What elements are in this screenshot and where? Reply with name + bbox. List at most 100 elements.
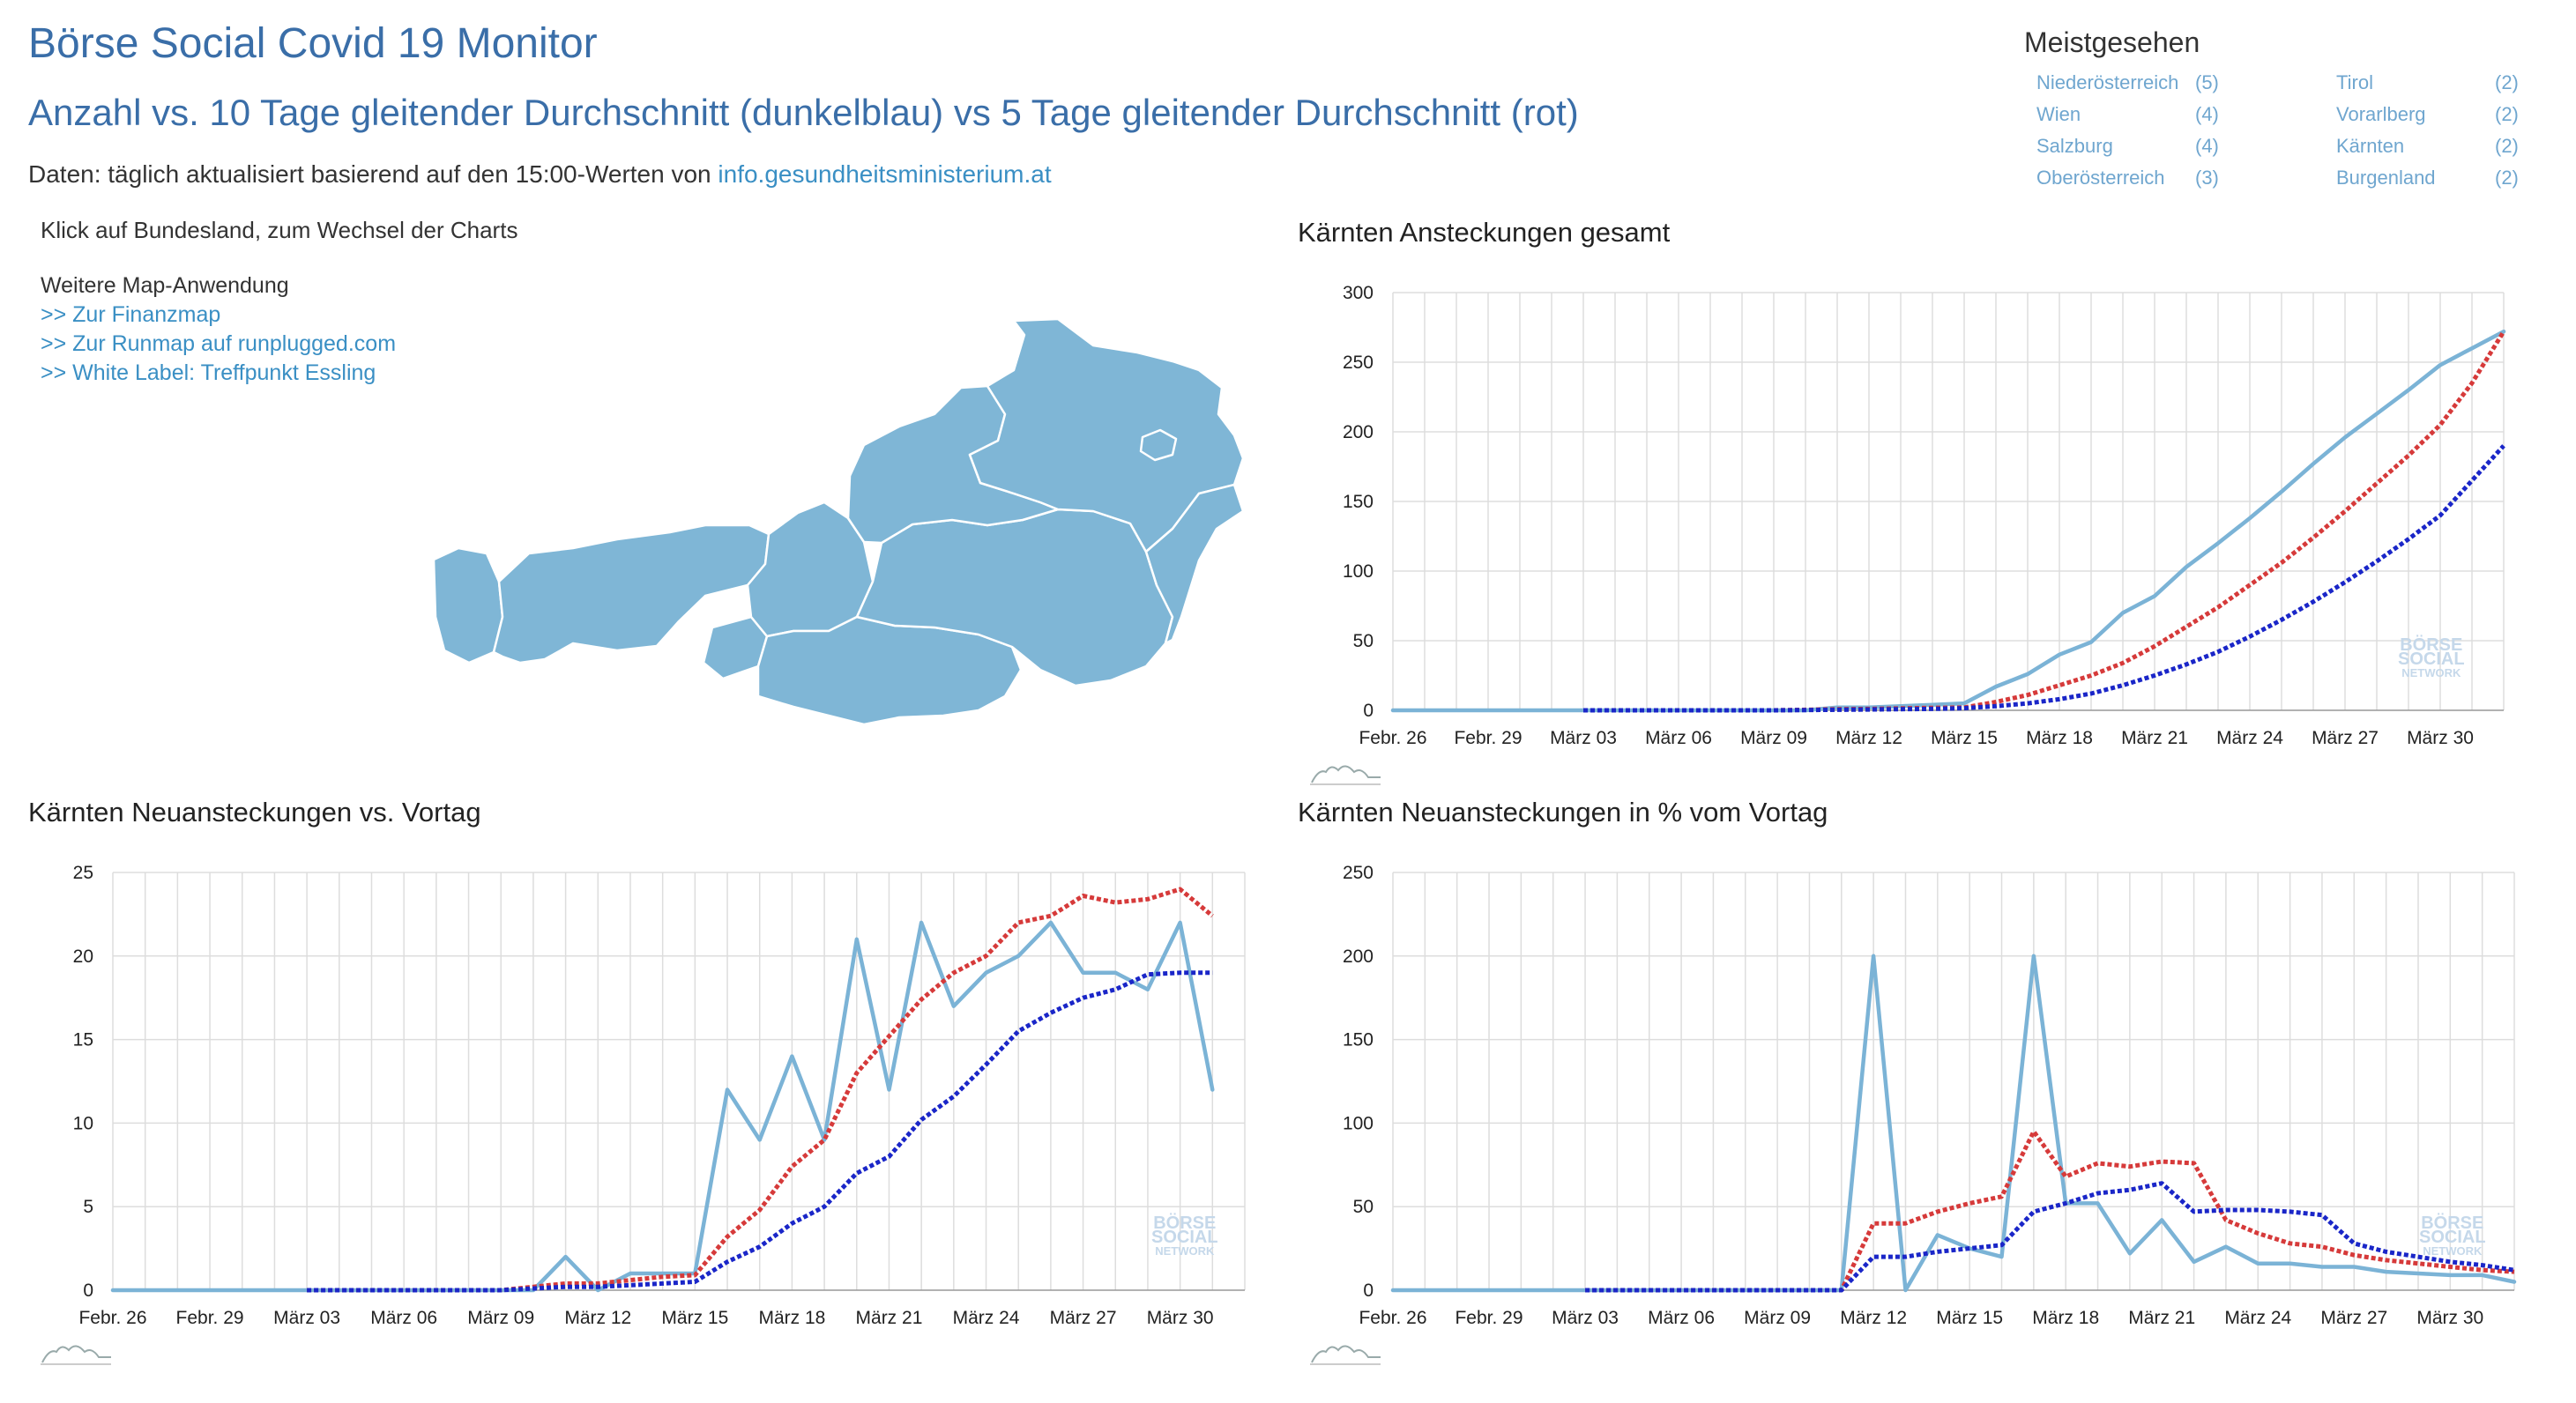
most-viewed-item[interactable]: Oberösterreich <box>2036 167 2165 189</box>
x-tick-label: März 27 <box>2320 1308 2387 1328</box>
chart-neu: 0 5 10 15 20 25 Febr. 26 Febr. 29 März 03 März 06… <box>73 863 1246 1328</box>
most-viewed-item[interactable]: Tirol <box>2336 71 2373 93</box>
link-runmap[interactable]: >> Zur Runmap auf runplugged.com <box>41 331 397 356</box>
most-viewed-count: (2) <box>2495 135 2519 157</box>
y-tick-label: 0 <box>83 1281 93 1301</box>
x-tick-label: März 09 <box>1740 728 1807 748</box>
x-tick-label: März 21 <box>2121 728 2188 748</box>
x-tick-label: März 12 <box>1840 1308 1907 1328</box>
most-viewed-count: (4) <box>2195 103 2219 125</box>
x-tick-label: März 15 <box>1931 728 1998 748</box>
x-tick-label: März 18 <box>2026 728 2093 748</box>
chart-logo-icon <box>1310 765 1381 785</box>
chart-logo-icon <box>1310 1345 1381 1365</box>
series-line-avg10 <box>1585 1181 2515 1293</box>
map-links-label: Weitere Map-Anwendung <box>41 273 289 298</box>
x-tick-label: März 12 <box>1835 728 1902 748</box>
series-line-avg5 <box>1583 330 2506 713</box>
x-tick-label: März 15 <box>1936 1308 2003 1328</box>
y-tick-label: 0 <box>1363 701 1374 721</box>
series-line-avg10 <box>1583 444 2505 713</box>
x-tick-label: März 27 <box>1050 1308 1117 1328</box>
x-tick-label: März 03 <box>1552 1308 1619 1328</box>
most-viewed-panel: Meistgesehen Niederösterreich (5) Tirol (2… <box>2024 26 2519 189</box>
x-tick-label: März 03 <box>273 1308 340 1328</box>
series-line-actual <box>110 920 1215 1293</box>
link-finanzmap[interactable]: >> Zur Finanzmap <box>41 302 221 327</box>
chart-logo-icon <box>41 1345 111 1365</box>
chart-watermark: BÖRSE SOCIAL NETWORK <box>2419 1214 2486 1258</box>
x-tick-label: Febr. 29 <box>1455 1308 1523 1328</box>
y-tick-label: 250 <box>1343 353 1374 373</box>
map-instruction: Klick auf Bundesland, zum Wechsel der Ch… <box>41 217 518 243</box>
chart-title: Kärnten Neuansteckungen vs. Vortag <box>28 797 481 828</box>
series-line-avg10 <box>307 970 1213 1293</box>
chart-watermark: BÖRSE SOCIAL NETWORK <box>1151 1214 1218 1258</box>
chart-gesamt: 0 50 100 150 200 250 300 Febr. 26 Febr. 29 März 0… <box>1343 283 2506 748</box>
x-tick-label: März 09 <box>467 1308 534 1328</box>
most-viewed-item[interactable]: Burgenland <box>2336 167 2436 189</box>
y-tick-label: 150 <box>1343 1030 1374 1050</box>
most-viewed-list: Niederösterreich (5) Tirol (2) Wien (4) Vor… <box>2024 71 2519 189</box>
y-tick-label: 0 <box>1363 1281 1374 1301</box>
link-white-label[interactable]: >> White Label: Treffpunkt Essling <box>41 360 376 385</box>
x-tick-label: März 12 <box>564 1308 631 1328</box>
most-viewed-count: (5) <box>2195 71 2219 93</box>
y-tick-label: 150 <box>1343 492 1374 512</box>
y-tick-label: 300 <box>1343 283 1374 303</box>
chart-prozent: 0 50 100 150 200 250 Febr. 26 Febr. 29 März 03 Mä… <box>1343 863 2517 1328</box>
y-tick-label: 250 <box>1343 863 1374 883</box>
map-region-wien[interactable] <box>1139 428 1178 462</box>
map-region-tirol[interactable] <box>492 523 771 664</box>
most-viewed-item[interactable]: Niederösterreich <box>2036 71 2179 93</box>
x-tick-label: März 09 <box>1744 1308 1811 1328</box>
y-tick-label: 20 <box>73 946 93 967</box>
x-tick-label: März 06 <box>1645 728 1712 748</box>
chart-title: Kärnten Ansteckungen gesamt <box>1298 217 1671 248</box>
y-tick-label: 10 <box>73 1113 93 1133</box>
y-tick-label: 100 <box>1343 561 1374 582</box>
most-viewed-count: (3) <box>2195 167 2219 189</box>
series-line-avg5 <box>1585 1129 2515 1293</box>
x-tick-label: Febr. 29 <box>176 1308 244 1328</box>
data-source-link[interactable]: info.gesundheitsministerium.at <box>718 160 1052 188</box>
most-viewed-item[interactable]: Salzburg <box>2036 135 2113 157</box>
y-tick-label: 200 <box>1343 422 1374 442</box>
austria-map[interactable] <box>423 314 1252 754</box>
x-tick-label: Febr. 26 <box>1359 728 1426 748</box>
series-line-actual <box>1390 954 2517 1293</box>
series-line-actual <box>1390 329 2506 713</box>
x-tick-label: Febr. 26 <box>78 1308 146 1328</box>
map-region-vorarlberg[interactable] <box>432 546 504 664</box>
x-tick-label: Febr. 26 <box>1359 1308 1426 1328</box>
x-tick-label: März 24 <box>953 1308 1020 1328</box>
chart-watermark: BÖRSE SOCIAL NETWORK <box>2398 635 2465 679</box>
x-tick-label: März 06 <box>1648 1308 1715 1328</box>
most-viewed-item[interactable]: Wien <box>2036 103 2081 125</box>
map-region-burgenland[interactable] <box>1144 483 1245 645</box>
page-title: Börse Social Covid 19 Monitor <box>28 20 598 67</box>
y-tick-label: 50 <box>1353 631 1374 651</box>
most-viewed-item[interactable]: Vorarlberg <box>2336 103 2426 125</box>
data-source-line: Daten: täglich aktualisiert basierend au… <box>28 160 1052 189</box>
x-tick-label: März 06 <box>370 1308 437 1328</box>
x-tick-label: März 15 <box>661 1308 728 1328</box>
most-viewed-count: (2) <box>2495 167 2519 189</box>
most-viewed-item[interactable]: Kärnten <box>2336 135 2405 157</box>
most-viewed-count: (2) <box>2495 103 2519 125</box>
most-viewed-count: (2) <box>2495 71 2519 93</box>
x-tick-label: März 27 <box>2312 728 2379 748</box>
most-viewed-title: Meistgesehen <box>2024 26 2200 58</box>
y-tick-label: 15 <box>73 1030 93 1050</box>
x-tick-label: März 21 <box>856 1308 923 1328</box>
y-tick-label: 5 <box>83 1197 93 1217</box>
most-viewed-count: (4) <box>2195 135 2219 157</box>
x-tick-label: März 30 <box>1147 1308 1214 1328</box>
y-tick-label: 50 <box>1353 1197 1374 1217</box>
chart-title: Kärnten Neuansteckungen in % vom Vortag <box>1298 797 1828 828</box>
x-tick-label: März 30 <box>2416 1308 2483 1328</box>
x-tick-label: März 18 <box>758 1308 825 1328</box>
x-tick-label: März 21 <box>2128 1308 2195 1328</box>
page-subtitle: Anzahl vs. 10 Tage gleitender Durchschni… <box>28 92 1579 133</box>
x-tick-label: März 18 <box>2032 1308 2099 1328</box>
